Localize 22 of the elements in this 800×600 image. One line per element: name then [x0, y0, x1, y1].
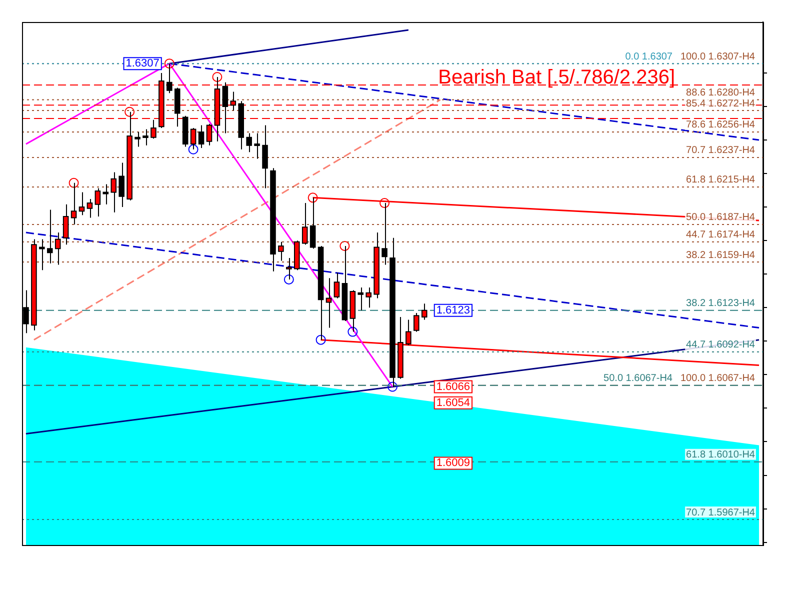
annotation: 1.6066: [436, 380, 470, 393]
annotation: 1.6307: [126, 58, 160, 70]
ref-line-label: 100.0 1.6307-H4: [680, 51, 756, 62]
ref-line-label: 70.7 1.6237-H4: [686, 145, 756, 156]
ref-line-label: 0.0 1.6307: [625, 51, 673, 62]
ref-line-label: 78.6 1.6256-H4: [686, 120, 756, 131]
ref-line-label: 88.6 1.6280-H4: [686, 88, 756, 99]
ref-line-label: 70.7 1.5967-H4: [686, 507, 756, 518]
ref-line-label: 44.7 1.6174-H4: [686, 230, 756, 241]
ref-line-label: 61.8 1.6010-H4: [686, 450, 756, 461]
annotation: Bearish Bat [.5/.786/2.236]: [438, 66, 675, 89]
ref-line-label: 85.4 1.6272-H4: [686, 98, 756, 110]
ref-line-label: 50.0 1.6187-H4: [686, 212, 756, 224]
ref-line-label: 38.2 1.6123-H4: [686, 298, 756, 310]
annotation: 1.6054: [436, 396, 470, 409]
ref-line-label: 100.0 1.6067-H4: [680, 373, 756, 384]
ref-line-label: 44.7 1.6092-H4: [686, 340, 756, 351]
annotation: 1.6009: [436, 457, 470, 470]
ref-line-label: 50.0 1.6067-H4: [604, 373, 673, 384]
annotation: 1.6123: [436, 304, 470, 316]
ref-line-label: 61.8 1.6215-H4: [686, 174, 756, 186]
ref-line-label: 38.2 1.6159-H4: [686, 250, 756, 261]
